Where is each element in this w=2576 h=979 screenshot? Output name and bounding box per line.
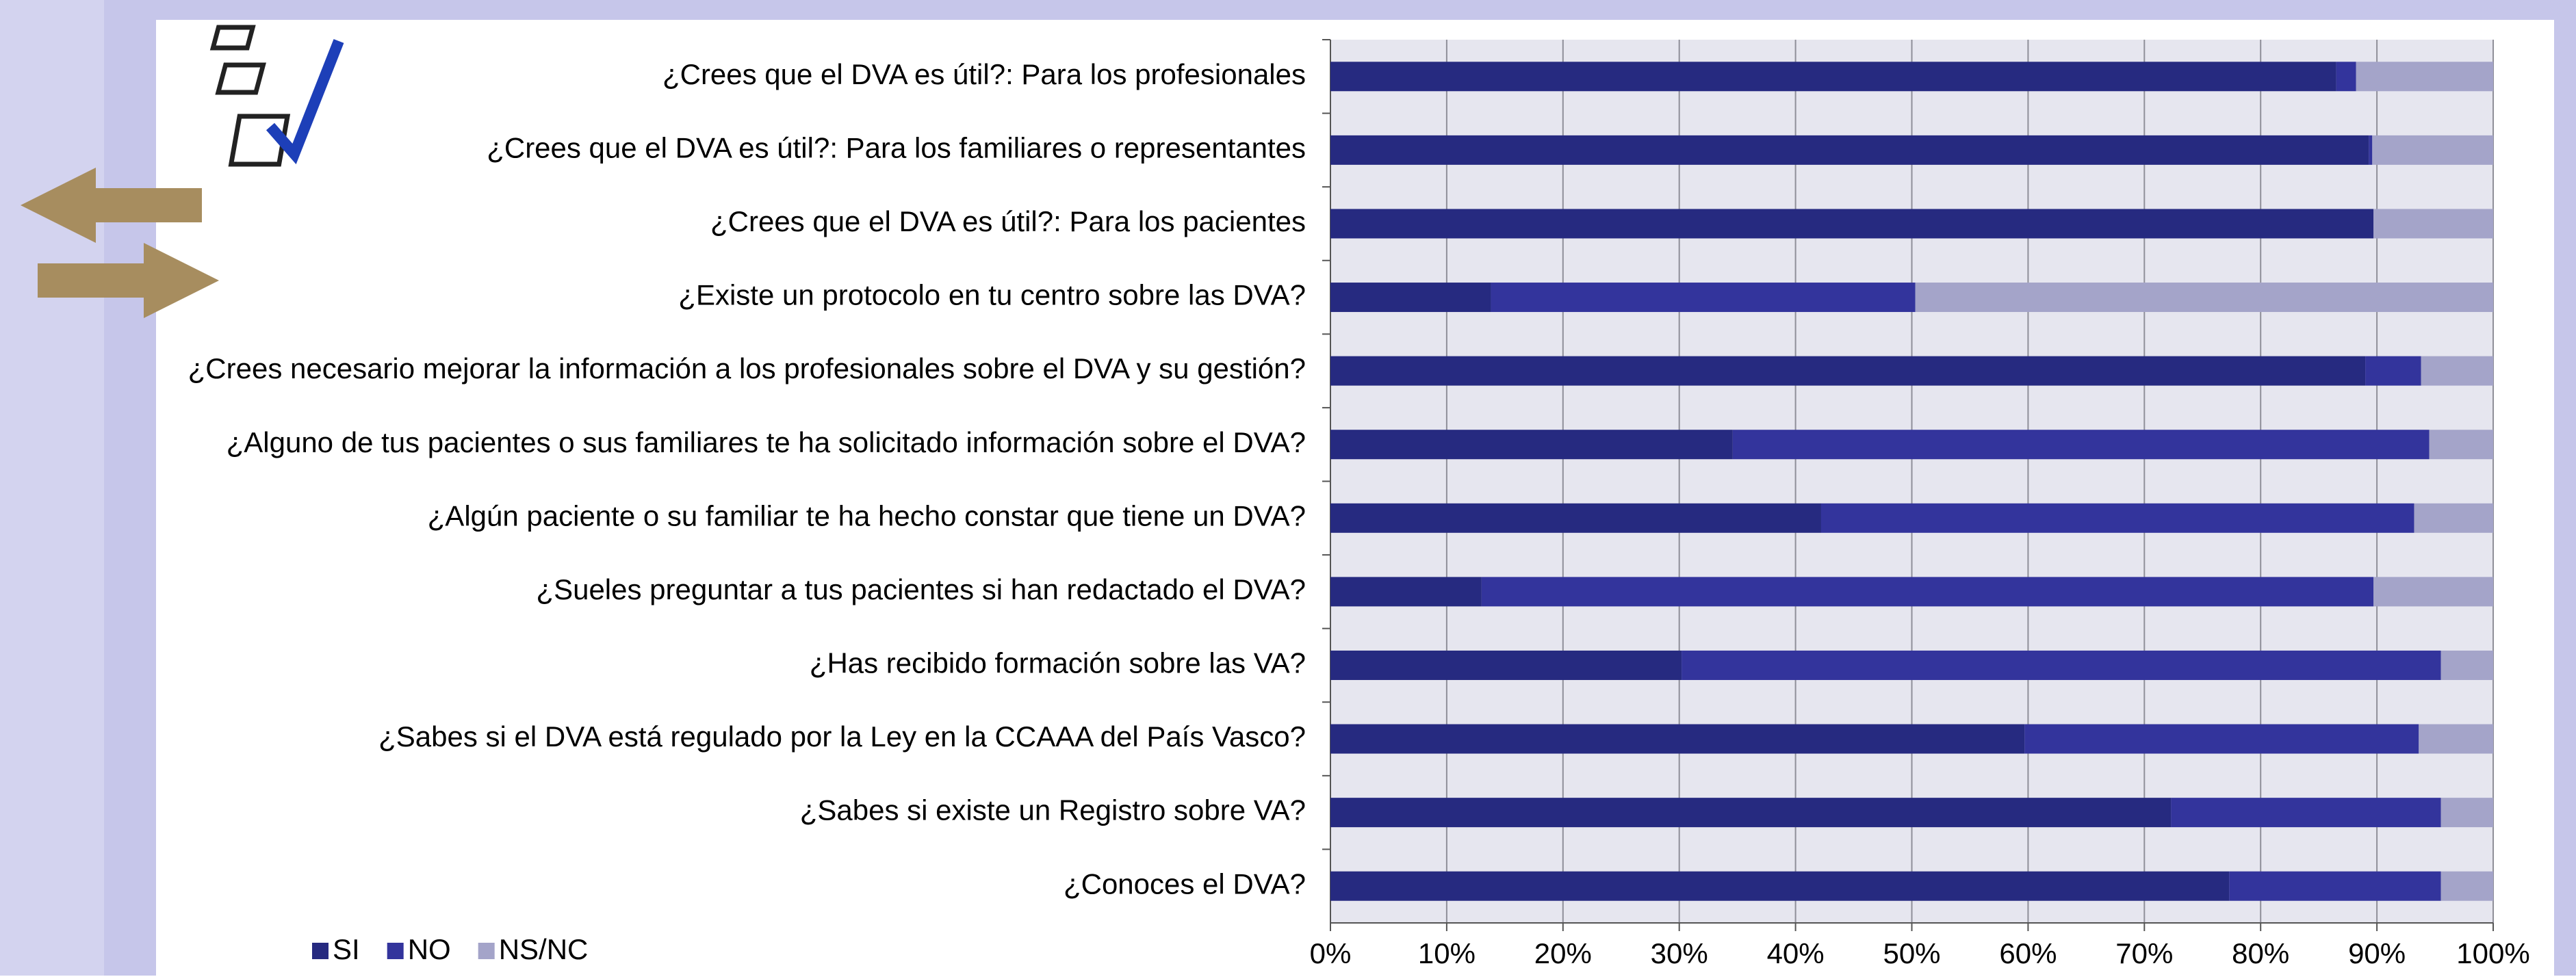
bar-segment	[2369, 135, 2372, 165]
x-tick-label: 50%	[1883, 937, 1940, 969]
x-tick-label: 30%	[1651, 937, 1708, 969]
bar-segment	[2372, 135, 2493, 165]
bar-segment	[1491, 283, 1915, 312]
bar-segment	[2229, 872, 2440, 901]
bar-segment	[1330, 62, 2336, 91]
page: 0% 10% 20% 30% 40% 50% 60% 70% 80% 90% 100% ¿Crees …	[0, 0, 2576, 976]
bar-segment	[1330, 135, 2369, 165]
bar-segment	[1821, 504, 2414, 533]
chart: 0% 10% 20% 30% 40% 50% 60% 70% 80% 90% 100% ¿Crees …	[0, 0, 2576, 976]
bar-segment	[1330, 725, 2024, 754]
bar-segment	[1682, 651, 2440, 680]
bar-segment	[1330, 872, 2229, 901]
bar-segment	[2419, 725, 2493, 754]
bar-segment	[1916, 283, 2493, 312]
y-tick-label: ¿Crees que el DVA es útil?: Para los pac…	[710, 205, 1306, 237]
x-tick-label: 100%	[2456, 937, 2529, 969]
y-tick-label: ¿Algún paciente o su familiar te ha hech…	[428, 499, 1306, 532]
y-tick-label: ¿Conoces el DVA?	[1064, 867, 1306, 900]
y-tick-label: ¿Sabes si el DVA está regulado por la Le…	[378, 720, 1306, 753]
y-tick-label: ¿Has recibido formación sobre las VA?	[810, 647, 1306, 679]
y-tick-label: ¿Sueles preguntar a tus pacientes si han…	[536, 573, 1306, 605]
x-tick-label: 80%	[2232, 937, 2289, 969]
x-tick-label: 20%	[1534, 937, 1592, 969]
bar-segment	[1733, 430, 2430, 459]
x-tick-label: 60%	[1999, 937, 2057, 969]
y-tick-label: ¿Crees que el DVA es útil?: Para los pro…	[662, 58, 1306, 90]
x-tick-label: 10%	[1418, 937, 1476, 969]
bar-segment	[1330, 356, 2365, 386]
y-tick-label: ¿Crees que el DVA es útil?: Para los fam…	[487, 131, 1306, 164]
bar-segment	[1330, 209, 2373, 238]
y-tick-label: ¿Sabes si existe un Registro sobre VA?	[800, 794, 1306, 826]
bar-segment	[1330, 577, 1482, 606]
y-tick-label: ¿Existe un protocolo en tu centro sobre …	[678, 279, 1306, 311]
bar-segment	[2414, 504, 2493, 533]
bar-segment	[1330, 283, 1491, 312]
y-tick-label: ¿Crees necesario mejorar la información …	[188, 352, 1306, 384]
bar-segment	[1330, 798, 2171, 827]
y-tick-label: ¿Alguno de tus pacientes o sus familiare…	[227, 426, 1306, 458]
left-strip	[0, 0, 104, 976]
bar-segment	[2430, 430, 2493, 459]
bar-segment	[1330, 430, 1733, 459]
bar-segment	[2373, 577, 2493, 606]
x-tick-label: 0%	[1310, 937, 1352, 969]
legend-label: NS/NC	[499, 933, 589, 965]
bar-segment	[2441, 651, 2493, 680]
bar-segment	[2336, 62, 2356, 91]
bar-segment	[1482, 577, 2373, 606]
bar-segment	[2421, 356, 2493, 386]
legend-swatch	[312, 943, 329, 959]
bar-segment	[2356, 62, 2493, 91]
x-tick-label: 70%	[2115, 937, 2173, 969]
x-tick-label: 90%	[2348, 937, 2406, 969]
legend-swatch	[387, 943, 404, 959]
bar-segment	[2441, 798, 2493, 827]
x-tick-label: 40%	[1767, 937, 1825, 969]
legend-swatch	[478, 943, 495, 959]
bar-segment	[1330, 504, 1821, 533]
legend-label: NO	[408, 933, 451, 965]
bar-segment	[2171, 798, 2440, 827]
legend-label: SI	[333, 933, 360, 965]
bar-segment	[2441, 872, 2493, 901]
bar-segment	[2024, 725, 2419, 754]
bar-segment	[2365, 356, 2421, 386]
bar-segment	[2373, 209, 2493, 238]
bar-segment	[1330, 651, 1682, 680]
